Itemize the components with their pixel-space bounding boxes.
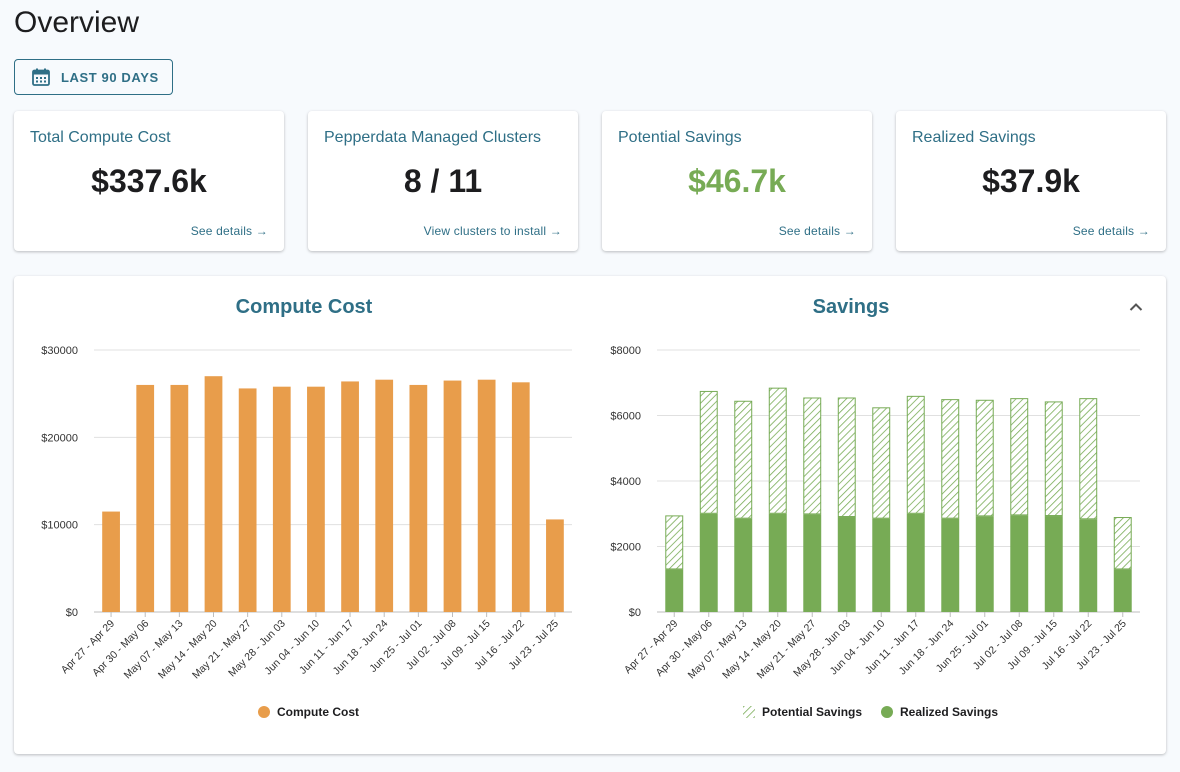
- bar-realized-savings: [803, 514, 822, 612]
- bar: [409, 384, 428, 612]
- y-tick-label: $6000: [610, 411, 641, 423]
- see-details-link[interactable]: See details →: [190, 224, 268, 238]
- bar: [136, 384, 155, 612]
- realized-savings-card: Realized Savings $37.9k See details →: [896, 111, 1166, 251]
- bar-potential-savings: [906, 395, 925, 514]
- see-details-link[interactable]: See details →: [1072, 224, 1150, 238]
- bar: [375, 379, 394, 612]
- bar: [272, 386, 291, 612]
- page-title: Overview: [14, 6, 140, 39]
- bar-potential-savings: [699, 390, 718, 514]
- bar-realized-savings: [734, 518, 753, 612]
- bar: [307, 386, 325, 612]
- bar: [170, 384, 189, 612]
- compute-cost-chart-title: Compute Cost: [235, 296, 373, 318]
- bar-potential-savings: [1010, 398, 1029, 516]
- view-clusters-link[interactable]: View clusters to install →: [423, 224, 562, 238]
- bar-potential-savings: [665, 515, 684, 570]
- collapse-button[interactable]: [1126, 298, 1146, 318]
- bar-realized-savings: [699, 513, 718, 612]
- card-value: 8 / 11: [403, 163, 483, 199]
- y-tick-label: $10000: [41, 520, 78, 532]
- bar-potential-savings: [1044, 401, 1063, 517]
- bar-realized-savings: [837, 517, 856, 612]
- bar-potential-savings: [803, 397, 822, 515]
- bar-potential-savings: [837, 397, 856, 518]
- bar-potential-savings: [975, 399, 994, 517]
- card-label: Potential Savings: [618, 129, 742, 146]
- bar-realized-savings: [1113, 569, 1132, 612]
- calendar-icon: [31, 67, 51, 87]
- chevron-up-icon: [1129, 299, 1143, 317]
- charts-panel: Compute Cost Savings $0 $10000 $20000 $3000…: [14, 276, 1166, 754]
- bar: [204, 376, 223, 612]
- y-tick-label: $20000: [41, 432, 78, 444]
- y-tick-label: $0: [66, 607, 78, 619]
- bar: [443, 380, 462, 612]
- bar-realized-savings: [1010, 515, 1029, 612]
- bar: [341, 381, 359, 612]
- bar: [511, 382, 530, 612]
- date-range-button[interactable]: LAST 90 DAYS: [14, 59, 173, 95]
- card-label: Realized Savings: [912, 129, 1036, 146]
- bar-potential-savings: [872, 407, 891, 519]
- legend-label: Compute Cost: [277, 705, 359, 719]
- date-range-label: LAST 90 DAYS: [61, 69, 159, 85]
- card-value: $337.6k: [91, 163, 207, 199]
- x-tick-label: May 14 - May 20: [156, 618, 220, 682]
- legend-swatch: [881, 706, 893, 718]
- bar: [546, 519, 564, 612]
- see-details-link[interactable]: See details →: [778, 224, 856, 238]
- x-tick-label: May 07 - May 13: [686, 618, 750, 682]
- bar: [102, 511, 120, 612]
- savings-chart-title: Savings: [812, 296, 890, 318]
- managed-clusters-card: Pepperdata Managed Clusters 8 / 11 View …: [308, 111, 578, 251]
- bar-realized-savings: [872, 518, 891, 612]
- bar-realized-savings: [941, 518, 960, 612]
- bar: [477, 379, 496, 612]
- bar-realized-savings: [665, 569, 684, 612]
- bar-realized-savings: [768, 513, 787, 612]
- x-tick-label: May 07 - May 13: [122, 618, 186, 682]
- bar-potential-savings: [768, 387, 787, 514]
- card-label: Pepperdata Managed Clusters: [324, 129, 542, 146]
- bar-potential-savings: [1079, 398, 1098, 520]
- card-label: Total Compute Cost: [30, 129, 171, 146]
- total-compute-cost-card: Total Compute Cost $337.6k See details →: [14, 111, 284, 251]
- y-tick-label: $0: [629, 607, 641, 619]
- bar-realized-savings: [906, 513, 925, 612]
- bar-realized-savings: [1079, 519, 1098, 612]
- bar-realized-savings: [975, 516, 994, 612]
- y-tick-label: $4000: [610, 476, 641, 488]
- bar-potential-savings: [941, 399, 960, 519]
- legend-swatch: [258, 706, 270, 718]
- bar-realized-savings: [1044, 516, 1063, 612]
- bar: [238, 388, 257, 612]
- x-tick-label: May 21 - May 27: [190, 618, 254, 682]
- potential-savings-card: Potential Savings $46.7k See details →: [602, 111, 872, 251]
- legend-label: Potential Savings: [762, 705, 862, 719]
- bar-potential-savings: [1113, 517, 1132, 570]
- x-tick-label: May 21 - May 27: [755, 618, 819, 682]
- card-value: $46.7k: [688, 163, 786, 199]
- legend-label: Realized Savings: [900, 705, 998, 719]
- y-tick-label: $2000: [610, 542, 641, 554]
- card-value: $37.9k: [982, 163, 1080, 199]
- bar-potential-savings: [734, 400, 753, 519]
- y-tick-label: $8000: [610, 345, 641, 357]
- legend-swatch: [743, 706, 755, 718]
- y-tick-label: $30000: [41, 345, 78, 357]
- x-tick-label: May 14 - May 20: [720, 618, 784, 682]
